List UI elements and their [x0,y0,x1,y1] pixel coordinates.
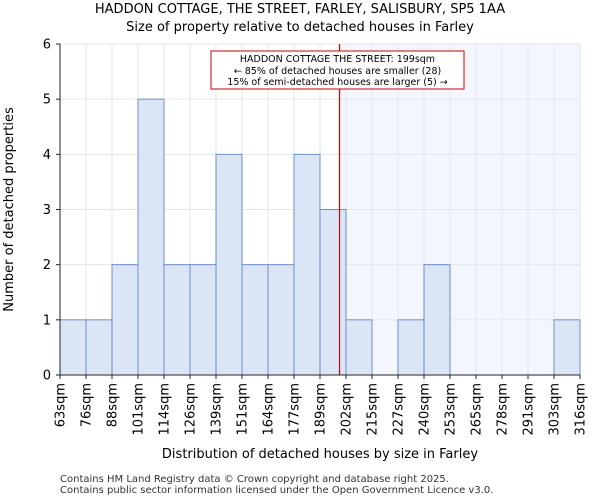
annotation-frame [210,50,465,90]
y-tick-label: 6 [43,38,51,53]
chart-title: HADDON COTTAGE, THE STREET, FARLEY, SALI… [94,2,506,17]
y-tick-label: 4 [43,148,51,163]
x-tick-label: 63sqm [54,383,69,427]
bar [397,319,425,376]
bar [267,264,295,376]
y-tick-label: 3 [43,203,51,218]
bar [111,264,139,376]
y-tick-label: 5 [43,93,51,108]
bar [345,319,373,376]
bar [85,319,113,376]
bar [163,264,191,376]
x-tick-label: 126sqm [184,383,199,436]
x-axis-label: Distribution of detached houses by size … [162,447,478,462]
x-tick-label: 114sqm [158,383,173,436]
annotation-line-3: 15% of semi-detached houses are larger (… [227,77,447,88]
bar [319,209,347,376]
x-tick-label: 101sqm [132,383,147,436]
bar [553,319,581,376]
bar [293,153,321,376]
bar [59,319,87,376]
annotation-box: HADDON COTTAGE THE STREET: 199sqm ← 85% … [210,50,465,90]
x-tick-label: 164sqm [262,383,277,436]
y-axis-label: Number of detached properties [2,107,17,312]
y-tick-label: 0 [43,369,51,384]
bar [215,153,243,376]
x-tick-label: 76sqm [80,383,95,427]
x-tick-label: 215sqm [366,383,381,436]
x-tick-label: 316sqm [574,383,589,436]
axes [56,43,581,379]
x-tick-label: 202sqm [340,383,355,436]
footer-licence: Contains public sector information licen… [60,485,494,496]
x-tick-label: 265sqm [470,383,485,436]
x-tick-label: 291sqm [522,383,537,436]
y-tick-label: 1 [43,313,51,328]
x-tick-label: 278sqm [496,383,511,436]
chart-subtitle: Size of property relative to detached ho… [126,20,474,35]
x-tick-label: 189sqm [314,383,329,436]
x-tick-labels: 63sqm 76sqm 88sqm 101sqm 114sqm 126sqm 139sqm 1… [54,383,589,436]
x-tick-label: 227sqm [392,383,407,436]
x-tick-label: 139sqm [210,383,225,436]
bar [423,264,451,376]
x-tick-label: 177sqm [288,383,303,436]
y-tick-label: 2 [43,258,51,273]
x-tick-label: 303sqm [548,383,563,436]
annotation-line-1: HADDON COTTAGE THE STREET: 199sqm [240,54,435,65]
x-tick-label: 88sqm [106,383,121,427]
bars-group [59,98,581,376]
bar [241,264,269,376]
x-tick-label: 151sqm [236,383,251,436]
bar [189,264,217,376]
x-tick-label: 240sqm [418,383,433,436]
bar [137,98,165,376]
annotation-line-2: ← 85% of detached houses are smaller (28… [234,66,441,77]
y-tick-labels: 0 1 2 3 4 5 6 [43,38,51,384]
footer-copyright: Contains HM Land Registry data © Crown c… [60,474,449,485]
x-tick-label: 253sqm [444,383,459,436]
